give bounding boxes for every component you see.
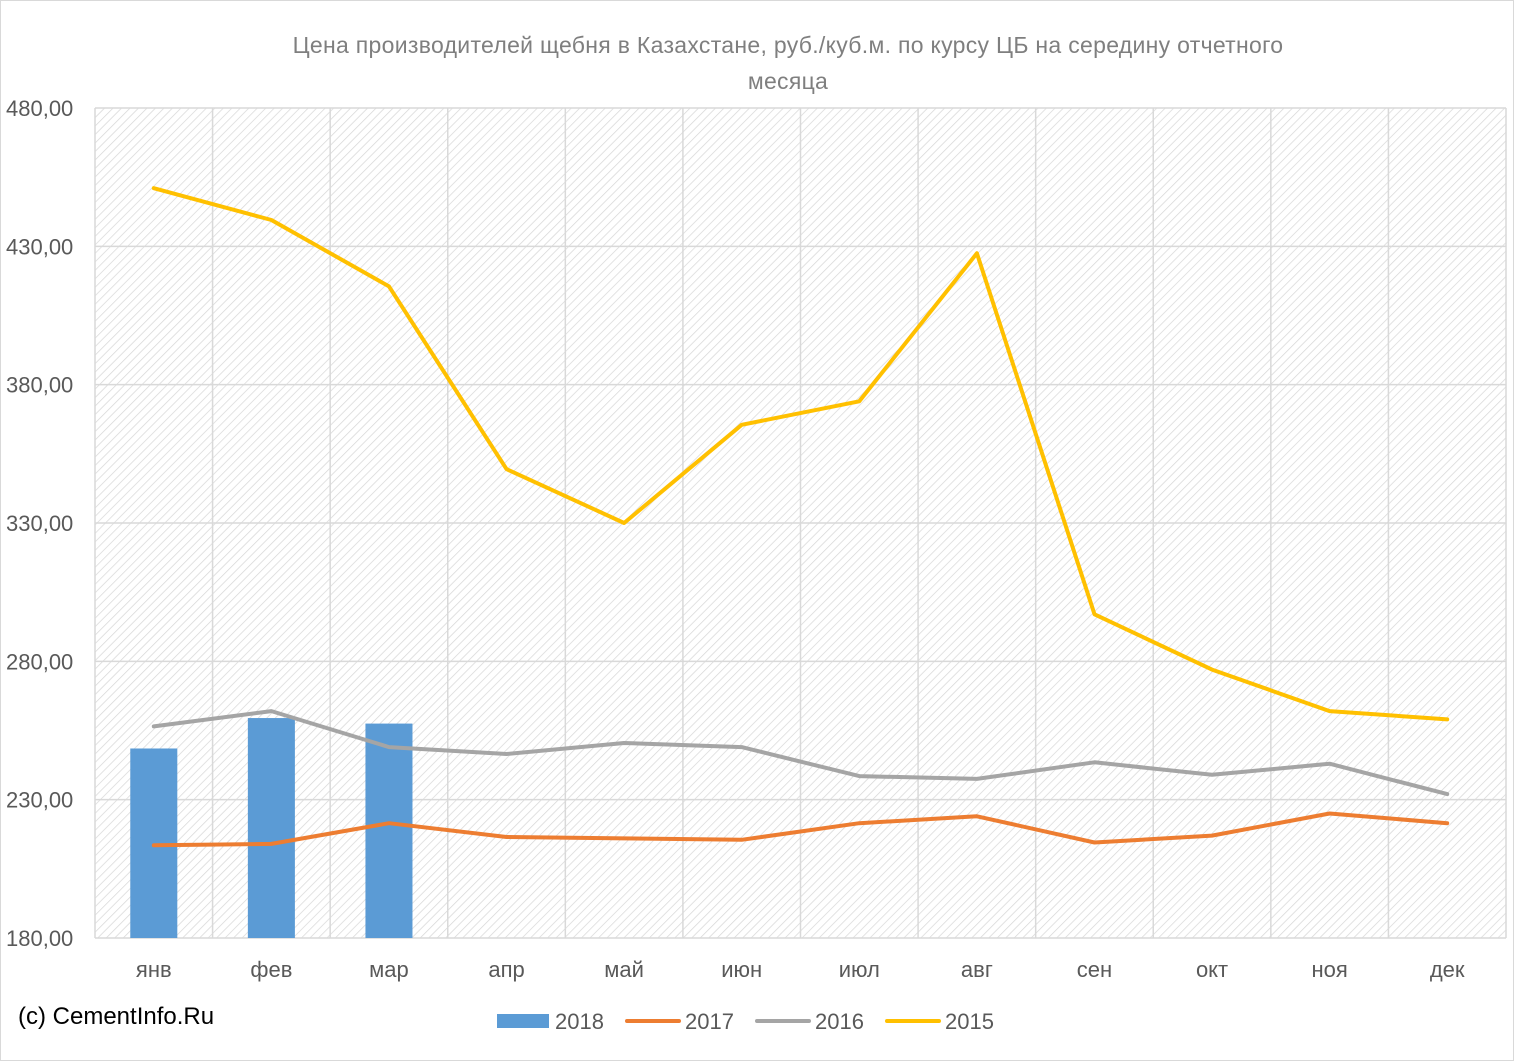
point-2017	[740, 838, 744, 842]
bar-2018	[365, 723, 413, 938]
point-2015	[1445, 717, 1449, 721]
point-2015	[387, 284, 391, 288]
point-2017	[1092, 841, 1096, 845]
bar-2018	[247, 718, 295, 938]
point-2016	[740, 745, 744, 749]
point-2015	[152, 186, 156, 190]
point-2016	[622, 741, 626, 745]
x-tick-label: авг	[961, 957, 993, 982]
point-2017	[505, 835, 509, 839]
point-2016	[1210, 773, 1214, 777]
point-2016	[975, 777, 979, 781]
y-tick-label: 180,00	[6, 926, 73, 951]
gridlines	[94, 107, 1507, 939]
point-2016	[1328, 762, 1332, 766]
point-2017	[1445, 821, 1449, 825]
point-2016	[1092, 760, 1096, 764]
y-tick-label: 480,00	[6, 96, 73, 121]
point-2017	[152, 843, 156, 847]
point-2016	[1445, 792, 1449, 796]
point-2017	[387, 821, 391, 825]
point-2017	[975, 814, 979, 818]
point-2015	[622, 521, 626, 525]
point-2015	[857, 399, 861, 403]
y-tick-label: 330,00	[6, 511, 73, 536]
x-tick-label: май	[604, 957, 644, 982]
y-tick-label: 280,00	[6, 649, 73, 674]
axes: 180,00 230,00 280,00 330,00 380,00 430,00 480,…	[6, 96, 1465, 982]
line-2016	[151, 709, 1450, 797]
legend-label-2018: 2018	[555, 1009, 604, 1034]
copyright-text: (c) CementInfo.Ru	[18, 1003, 215, 1030]
point-2015	[740, 423, 744, 427]
point-2015	[505, 467, 509, 471]
legend-label-2015: 2015	[945, 1009, 994, 1034]
x-tick-label: июл	[839, 957, 880, 982]
x-tick-label: ноя	[1311, 957, 1347, 982]
legend-swatch-2018	[497, 1014, 549, 1028]
x-tick-label: фев	[250, 957, 292, 982]
line-2017	[151, 811, 1450, 848]
x-tick-label: мар	[369, 957, 409, 982]
chart-title-line-1: Цена производителей щебня в Казахстане, …	[292, 32, 1284, 58]
x-tick-label: окт	[1196, 957, 1228, 982]
point-2017	[1210, 834, 1214, 838]
point-2016	[152, 724, 156, 728]
line-series	[151, 186, 1450, 848]
x-tick-label: янв	[136, 957, 172, 982]
point-2016	[857, 774, 861, 778]
y-tick-label: 230,00	[6, 788, 73, 813]
point-2017	[269, 842, 273, 846]
legend-label-2016: 2016	[815, 1009, 864, 1034]
x-tick-label: апр	[488, 957, 524, 982]
line-2015	[151, 186, 1450, 722]
point-2016	[269, 709, 273, 713]
point-2016	[505, 752, 509, 756]
x-tick-label: июн	[721, 957, 762, 982]
point-2015	[975, 251, 979, 255]
legend-label-2017: 2017	[685, 1009, 734, 1034]
point-2017	[1328, 812, 1332, 815]
point-2015	[269, 218, 273, 222]
bar-series	[130, 718, 413, 938]
chart-title-line-2: месяца	[747, 68, 829, 94]
point-2016	[387, 745, 391, 749]
point-2017	[857, 821, 861, 825]
point-2017	[622, 836, 626, 840]
y-tick-label: 380,00	[6, 373, 73, 398]
point-2015	[1092, 612, 1096, 616]
point-2015	[1328, 709, 1332, 713]
x-tick-label: сен	[1077, 957, 1112, 982]
x-tick-label: дек	[1430, 957, 1465, 982]
legend: 2018 2017 2016 2015	[497, 1009, 994, 1034]
y-tick-label: 430,00	[6, 234, 73, 259]
point-2015	[1210, 668, 1214, 672]
